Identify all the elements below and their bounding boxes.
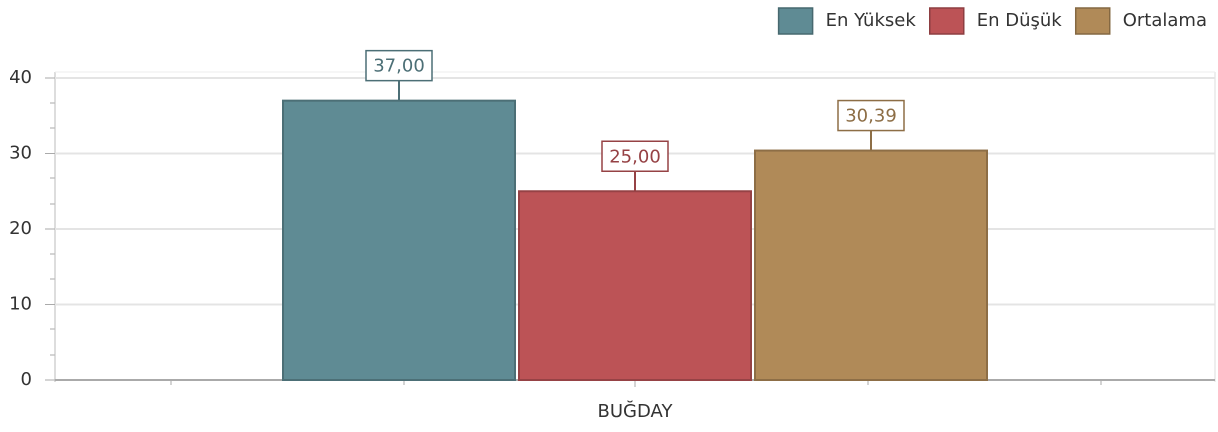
- x-tick-label: BUĞDAY: [598, 400, 674, 422]
- y-tick-label: 20: [9, 218, 32, 239]
- bar: [754, 149, 988, 381]
- bar: [282, 99, 516, 382]
- value-label: 25,00: [609, 146, 661, 167]
- legend-swatch: [777, 7, 814, 35]
- bar: [518, 190, 752, 381]
- label-box: [365, 49, 433, 82]
- legend-label: Ortalama: [1123, 10, 1207, 31]
- value-label: 37,00: [373, 56, 425, 77]
- legend-label: En Yüksek: [826, 10, 917, 31]
- legend-swatch: [1074, 7, 1111, 35]
- label-box: [837, 99, 905, 132]
- legend-label: En Düşük: [977, 10, 1063, 31]
- y-tick-label: 0: [21, 369, 32, 390]
- label-box: [601, 140, 669, 172]
- y-tick-label: 30: [9, 143, 32, 164]
- y-tick-label: 10: [9, 294, 32, 315]
- y-tick-label: 40: [9, 67, 32, 88]
- legend-swatch: [929, 7, 965, 35]
- value-label: 30,39: [845, 106, 897, 127]
